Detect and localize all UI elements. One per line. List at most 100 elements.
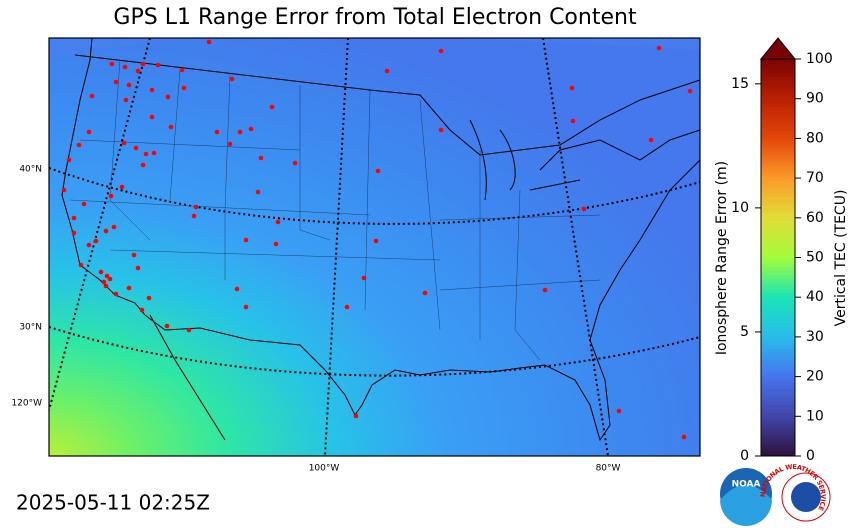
station-dot — [165, 94, 171, 100]
station-dot — [275, 219, 281, 225]
station-dot — [155, 62, 161, 68]
stations — [61, 39, 693, 440]
station-dot — [101, 279, 107, 285]
station-dot — [375, 168, 381, 174]
station-dot — [234, 286, 240, 292]
station-dot — [71, 230, 77, 236]
station-dot — [681, 434, 687, 440]
station-dot — [126, 285, 132, 291]
station-dot — [111, 224, 117, 230]
station-dot — [135, 68, 141, 74]
station-dot — [140, 162, 146, 168]
right-tick-label: 70 — [806, 170, 824, 186]
lon-label: 100°W — [309, 464, 340, 474]
station-dot — [123, 97, 129, 103]
station-dot — [191, 213, 197, 219]
noaa-text: NOAA — [732, 480, 761, 490]
right-tick-label: 20 — [806, 369, 824, 385]
station-dot — [139, 307, 145, 313]
station-dot — [243, 237, 249, 243]
coastline — [61, 38, 700, 442]
map-frame — [48, 37, 701, 457]
station-dot — [140, 61, 146, 67]
right-tick-label: 40 — [806, 289, 824, 305]
station-dot — [179, 67, 185, 73]
lon-label: 120°W — [11, 399, 42, 409]
colorbar-axes: 0 5 10 15 0 10 20 30 40 50 60 70 80 90 100 — [731, 51, 833, 464]
station-dot — [255, 189, 261, 195]
station-dot — [243, 304, 249, 310]
station-dot — [422, 290, 428, 296]
right-tick-label: 30 — [806, 329, 824, 345]
station-dot — [438, 48, 444, 54]
right-tick-label: 50 — [806, 250, 824, 266]
station-dot — [687, 88, 693, 94]
station-dot — [149, 87, 155, 93]
station-dot — [61, 187, 67, 193]
station-dot — [344, 304, 350, 310]
title: GPS L1 Range Error from Total Electron C… — [113, 5, 637, 30]
state-borders — [69, 59, 601, 361]
station-dot — [214, 129, 220, 135]
station-dot — [248, 126, 254, 132]
station-dot — [361, 275, 367, 281]
station-dot — [269, 104, 275, 110]
station-dot — [229, 76, 235, 82]
station-dot — [122, 64, 128, 70]
station-dot — [570, 118, 576, 124]
lat-label: 40°N — [19, 165, 42, 175]
colorbar — [761, 59, 795, 456]
left-tick-label: 15 — [731, 76, 749, 92]
station-dot — [648, 137, 654, 143]
station-dot — [237, 129, 243, 135]
left-tick-label: 0 — [740, 448, 749, 464]
station-dot — [206, 39, 212, 45]
station-dot — [133, 145, 139, 151]
station-dot — [86, 242, 92, 248]
colorbar-extend — [759, 37, 797, 60]
station-dot — [542, 287, 548, 293]
station-dot — [119, 184, 125, 190]
station-dot — [149, 114, 155, 120]
right-tick-label: 0 — [806, 448, 815, 464]
station-dot — [131, 252, 137, 258]
station-dot — [273, 241, 279, 247]
right-tick-label: 100 — [806, 51, 833, 67]
station-dot — [86, 129, 92, 135]
graticule — [49, 38, 700, 456]
timestamp: 2025-05-11 02:25Z — [16, 491, 210, 515]
left-tick-label: 5 — [740, 324, 749, 340]
station-dot — [353, 413, 359, 419]
station-dot — [126, 82, 132, 88]
station-dot — [93, 238, 99, 244]
colorbar-label: Vertical TEC (TECU) — [833, 190, 849, 327]
nws-center — [791, 482, 821, 512]
station-dot — [164, 323, 170, 329]
station-dot — [143, 151, 149, 157]
station-dot — [81, 201, 87, 207]
map — [49, 38, 700, 456]
station-dot — [103, 228, 109, 234]
lat-label: 30°N — [19, 323, 42, 333]
station-dot — [168, 124, 174, 130]
station-dot — [569, 85, 575, 91]
station-dot — [104, 273, 110, 279]
station-dot — [98, 269, 104, 275]
right-tick-label: 10 — [806, 408, 824, 424]
station-dot — [89, 93, 95, 99]
station-dot — [151, 150, 157, 156]
station-dot — [103, 283, 109, 289]
station-dot — [616, 408, 622, 414]
station-dot — [193, 204, 199, 210]
station-dot — [292, 160, 298, 166]
noaa-logo: NOAA — [720, 468, 772, 526]
station-dot — [108, 193, 114, 199]
station-dot — [121, 140, 127, 146]
station-dot — [656, 45, 662, 51]
station-dot — [384, 68, 390, 74]
station-dot — [438, 127, 444, 133]
station-dot — [71, 215, 77, 221]
station-dot — [76, 142, 82, 148]
right-tick-label: 80 — [806, 130, 824, 146]
